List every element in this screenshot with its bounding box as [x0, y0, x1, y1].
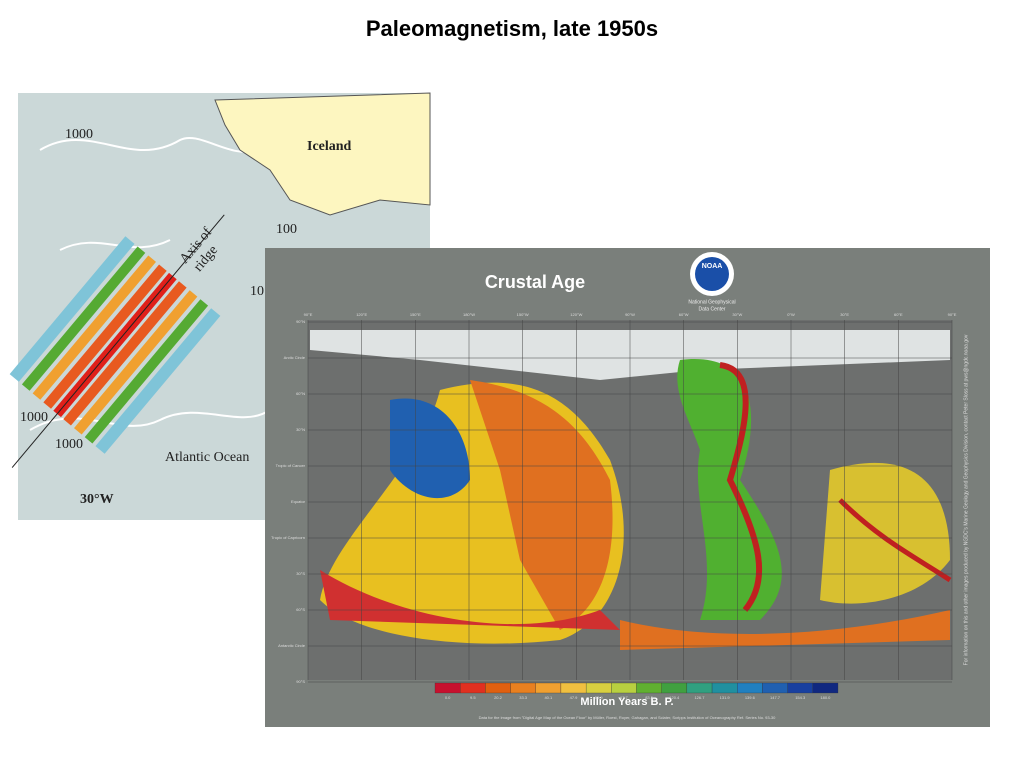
legend-label: 47.9: [570, 695, 579, 700]
legend-swatch: [460, 682, 486, 694]
contour: [39, 137, 261, 153]
latitude-label: Tropic of Capricorn: [271, 535, 305, 540]
legend-title: Million Years B. P.: [580, 696, 673, 708]
legend-swatch: [585, 682, 612, 694]
depth-label: 1000: [20, 410, 48, 425]
longitude-label: 180°W: [463, 312, 475, 317]
legend-label: 139.6: [745, 695, 756, 700]
agency-name: National Geophysical: [688, 299, 735, 305]
agency-name: Data Center: [699, 306, 726, 312]
longitude-label: 90°E: [948, 312, 957, 317]
latitude-label: 30°N: [296, 427, 305, 432]
legend-label: 0.0: [445, 695, 451, 700]
legend-swatch: [560, 682, 587, 694]
stripe: [43, 264, 167, 409]
longitude-label: 60°W: [679, 312, 689, 317]
depth-label: 10: [250, 284, 264, 299]
longitude-label: 60°E: [894, 312, 903, 317]
legend-swatch: [510, 682, 536, 694]
legend-swatch: [434, 682, 461, 694]
latitude-label: 30°S: [296, 571, 305, 576]
indian-age: [820, 462, 950, 604]
legend-label: 120.4: [669, 695, 680, 700]
legend-swatch: [661, 682, 688, 694]
stripe: [32, 255, 156, 400]
depth-label: 100: [276, 222, 297, 237]
map-title: Crustal Age: [485, 272, 585, 292]
legend-label: 83.5: [645, 695, 654, 700]
legend-swatch: [636, 682, 662, 694]
legend-label: 154.3: [795, 695, 806, 700]
magnetic-stripes: [9, 214, 225, 468]
legend-label: 20.2: [494, 695, 503, 700]
ridge-young: [320, 570, 620, 630]
longitude-label: 90°E: [304, 312, 313, 317]
stripe: [95, 308, 221, 454]
ridge-axis: [11, 214, 225, 468]
stripe: [21, 246, 146, 391]
longitude-label: 150°E: [410, 312, 421, 317]
legend-swatch: [686, 682, 713, 694]
latitude-label: 60°N: [296, 391, 305, 396]
longitude-label: 0°W: [787, 312, 795, 317]
legend-swatch: [737, 682, 763, 694]
indian-ridge: [838, 498, 952, 583]
longitude-label: 90°W: [625, 312, 635, 317]
pacific-age: [470, 380, 613, 630]
longitude-label: 150°W: [517, 312, 529, 317]
longitude-label: 30°W: [80, 492, 114, 507]
contour: [59, 239, 171, 251]
credit: Data for the image from "Digital Age Map…: [479, 715, 777, 720]
southern-age: [620, 610, 950, 650]
longitude-label: 30°W: [732, 312, 742, 317]
legend-swatch: [762, 682, 788, 694]
legend-label: 126.7: [694, 695, 705, 700]
latitude-label: 60°S: [296, 607, 305, 612]
latitude-label: Arctic Circle: [284, 355, 306, 360]
stripe: [9, 236, 135, 382]
legend-label: 40.1: [544, 695, 553, 700]
depth-label: 1000: [55, 437, 83, 452]
latitude-label: 90°S: [296, 679, 305, 684]
legend-label: 147.7: [770, 695, 781, 700]
place-label: Iceland: [307, 139, 352, 154]
legend-label: 33.3: [519, 695, 528, 700]
legend-label: 55.9: [595, 695, 604, 700]
legend-swatch: [611, 682, 637, 694]
crustal-age-map: Crustal Age NOAA National Geophysical Da…: [265, 248, 990, 727]
latitude-label: 90°N: [296, 319, 305, 324]
legend-swatch: [711, 682, 738, 694]
longitude-label: 120°E: [356, 312, 367, 317]
logo-text: NOAA: [702, 263, 723, 270]
latitude-label: Equator: [291, 499, 306, 504]
side-note: For information on this and other images…: [963, 334, 969, 665]
legend-label: 67.7: [620, 695, 629, 700]
longitude-label: 30°E: [840, 312, 849, 317]
legend-swatch: [535, 682, 562, 694]
slide-title: Paleomagnetism, late 1950s: [366, 16, 658, 41]
iceland-land: [214, 92, 431, 216]
latitude-label: Tropic of Cancer: [276, 463, 306, 468]
legend-swatch: [812, 682, 839, 694]
legend-label: 180.0: [820, 695, 831, 700]
legend-swatch: [485, 682, 511, 694]
atlantic-ridge: [719, 362, 763, 612]
noaa-logo-inner: [695, 257, 729, 291]
stripe: [63, 281, 187, 426]
legend-label: 131.9: [720, 695, 731, 700]
legend-swatch: [787, 682, 813, 694]
longitude-label: 120°W: [570, 312, 582, 317]
stripe: [74, 290, 198, 435]
depth-label: 1000: [65, 127, 93, 142]
pacific-old: [390, 398, 470, 499]
legend-label: 9.5: [470, 695, 476, 700]
place-label: Atlantic Ocean: [165, 450, 249, 465]
stripe: [84, 299, 209, 444]
latitude-label: Antarctic Circle: [278, 643, 306, 648]
